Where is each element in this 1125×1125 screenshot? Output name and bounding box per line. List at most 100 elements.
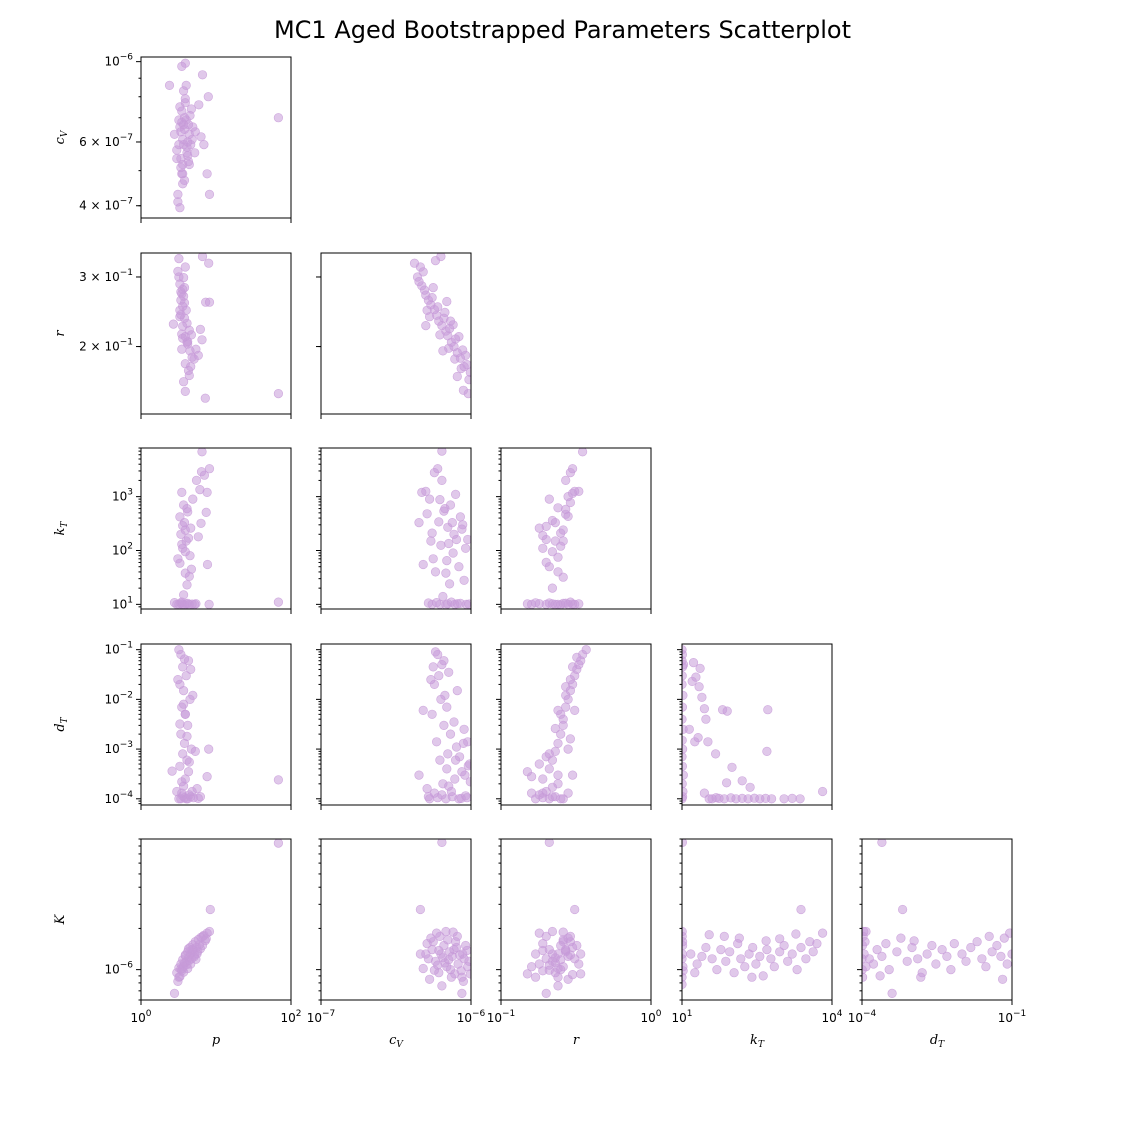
data-point bbox=[688, 657, 699, 668]
axes-frame bbox=[320, 643, 472, 806]
data-point bbox=[553, 770, 563, 780]
data-point bbox=[196, 518, 206, 528]
data-point bbox=[182, 504, 192, 514]
x-tick-label: 104 bbox=[821, 1009, 842, 1025]
y-tick-label: 102 bbox=[112, 541, 133, 557]
data-point bbox=[567, 464, 578, 474]
data-point bbox=[204, 464, 215, 474]
data-point bbox=[556, 964, 566, 975]
data-point bbox=[729, 968, 739, 978]
data-point bbox=[796, 942, 806, 953]
data-point bbox=[435, 495, 445, 505]
data-point bbox=[563, 744, 573, 754]
x-tick-label: 10−7 bbox=[307, 1009, 336, 1025]
data-point bbox=[712, 964, 722, 975]
data-point bbox=[558, 536, 568, 546]
data-point bbox=[430, 647, 441, 657]
data-point bbox=[686, 949, 696, 959]
data-point bbox=[534, 959, 544, 969]
data-point bbox=[190, 746, 200, 757]
data-point bbox=[561, 475, 571, 486]
data-point bbox=[695, 663, 705, 674]
data-point bbox=[576, 949, 586, 959]
y-tick-label: 4 × 10−7 bbox=[79, 197, 133, 213]
data-point bbox=[716, 944, 726, 955]
data-point bbox=[449, 944, 459, 955]
data-point bbox=[452, 371, 462, 382]
data-point bbox=[1002, 959, 1012, 969]
data-point bbox=[179, 654, 190, 664]
x-tick-label: 101 bbox=[671, 1009, 692, 1025]
data-point bbox=[202, 487, 212, 498]
data-point bbox=[553, 567, 563, 577]
data-point bbox=[177, 539, 187, 550]
data-point bbox=[415, 949, 426, 959]
data-point bbox=[881, 938, 891, 949]
data-point bbox=[457, 524, 467, 534]
axes-frame bbox=[140, 447, 292, 610]
scatter-points bbox=[862, 839, 1012, 999]
data-point bbox=[180, 525, 190, 535]
data-point bbox=[196, 132, 206, 142]
data-point bbox=[177, 487, 187, 498]
y-tick-label: 10−2 bbox=[104, 690, 133, 706]
data-point bbox=[913, 954, 923, 964]
data-point bbox=[444, 538, 454, 549]
data-point bbox=[916, 972, 926, 982]
data-point bbox=[987, 947, 997, 957]
data-point bbox=[459, 575, 469, 585]
data-point bbox=[544, 764, 554, 774]
data-point bbox=[175, 719, 185, 729]
data-point bbox=[957, 949, 967, 959]
data-point bbox=[201, 507, 211, 518]
data-point bbox=[445, 579, 455, 589]
axes-frame bbox=[500, 447, 652, 610]
data-point bbox=[460, 770, 470, 780]
data-point bbox=[719, 931, 729, 942]
data-point bbox=[1005, 928, 1012, 938]
data-point bbox=[791, 929, 801, 939]
panel-dT-vs-cv bbox=[316, 643, 472, 810]
data-point bbox=[550, 599, 560, 609]
data-point bbox=[193, 350, 203, 361]
data-point bbox=[174, 254, 184, 264]
data-point bbox=[766, 954, 776, 964]
data-point bbox=[465, 759, 471, 769]
data-point bbox=[538, 543, 548, 553]
data-point bbox=[202, 169, 212, 179]
data-point bbox=[418, 267, 428, 277]
data-point bbox=[273, 389, 284, 399]
data-point bbox=[423, 792, 434, 802]
data-point bbox=[438, 591, 448, 602]
data-point bbox=[541, 557, 551, 568]
data-point bbox=[682, 937, 688, 947]
data-point bbox=[444, 667, 454, 677]
data-point bbox=[984, 931, 994, 942]
data-point bbox=[180, 547, 190, 557]
data-point bbox=[455, 950, 465, 960]
data-point bbox=[452, 599, 462, 609]
data-point bbox=[434, 517, 444, 527]
panel-kT-vs-cv bbox=[316, 447, 472, 614]
data-point bbox=[178, 169, 188, 179]
data-point bbox=[737, 776, 747, 786]
data-point bbox=[801, 954, 811, 964]
data-point bbox=[755, 951, 765, 962]
data-point bbox=[179, 273, 189, 283]
data-point bbox=[942, 951, 952, 962]
data-point bbox=[570, 705, 580, 716]
data-point bbox=[736, 954, 746, 964]
data-point bbox=[273, 113, 284, 123]
data-point bbox=[561, 598, 571, 608]
data-point bbox=[862, 972, 868, 982]
data-point bbox=[179, 86, 189, 96]
y-tick-label: 6 × 10−7 bbox=[79, 133, 133, 149]
data-point bbox=[872, 944, 882, 955]
data-point bbox=[448, 548, 458, 558]
data-point bbox=[561, 702, 571, 712]
data-point bbox=[445, 964, 456, 975]
data-point bbox=[550, 723, 560, 734]
data-point bbox=[459, 724, 469, 734]
data-point bbox=[202, 771, 212, 782]
data-point bbox=[437, 839, 447, 847]
